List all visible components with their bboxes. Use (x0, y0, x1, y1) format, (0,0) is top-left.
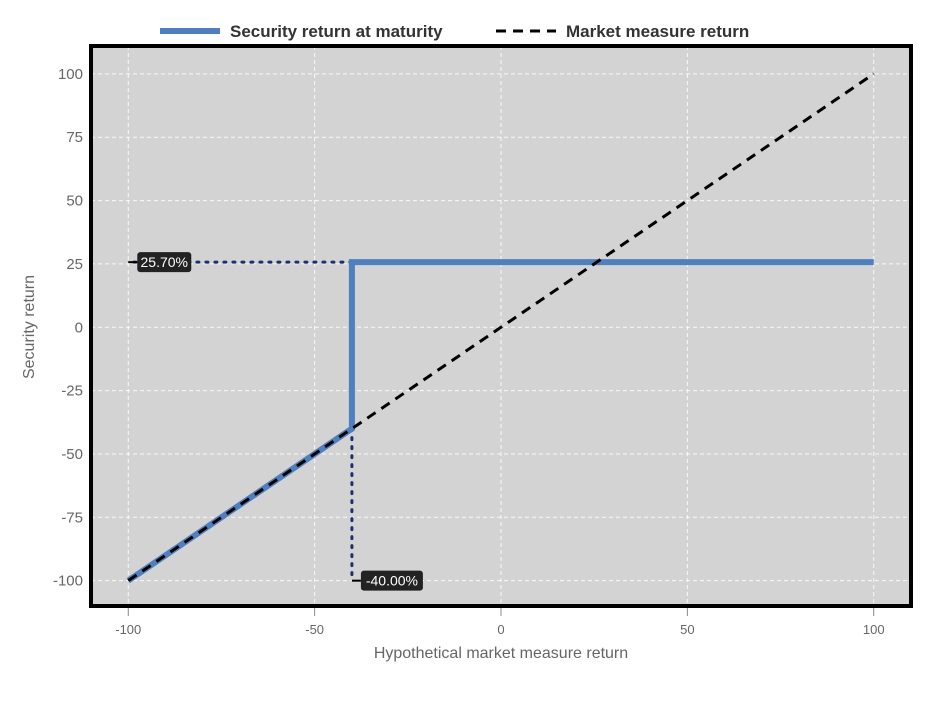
y-tick-label: -25 (61, 383, 83, 400)
x-tick-label: 0 (497, 622, 504, 637)
y-axis-title: Security return (21, 275, 38, 379)
x-tick-label: -50 (305, 622, 324, 637)
annotation-box (137, 252, 192, 273)
legend: Security return at maturity Market measu… (160, 22, 749, 41)
y-tick-label: 0 (75, 319, 83, 336)
grid (91, 46, 911, 606)
legend-item-market-return[interactable]: Market measure return (496, 22, 749, 41)
guide-lines (126, 260, 354, 583)
y-tick-label: 25 (66, 256, 83, 273)
y-tick-label: 100 (58, 66, 83, 83)
annotation-text: 25.70% (141, 254, 188, 270)
y-axis-ticks: 100 75 50 25 0 -25 -50 -75 -100 (53, 66, 83, 590)
annotation-text: -40.00% (366, 573, 418, 589)
annotation-label: 25.70% (128, 252, 192, 273)
annotation-label: -40.00% (351, 570, 423, 591)
x-axis-ticks: -100 -50 0 50 100 (115, 608, 885, 637)
x-tick-label: 100 (863, 622, 885, 637)
y-tick-label: -75 (61, 509, 83, 526)
legend-label-security-return: Security return at maturity (230, 22, 443, 41)
x-tick-label: 50 (680, 622, 694, 637)
legend-label-market-return: Market measure return (566, 22, 749, 41)
y-tick-label: -100 (53, 573, 83, 590)
series-line-market-return (127, 72, 875, 582)
y-tick-label: -50 (61, 446, 83, 463)
y-tick-label: 50 (66, 193, 83, 210)
series-line-security-return (126, 259, 874, 584)
x-tick-label: -100 (115, 622, 141, 637)
x-axis-title: Hypothetical market measure return (374, 645, 628, 662)
y-tick-label: 75 (66, 129, 83, 146)
legend-item-security-return[interactable]: Security return at maturity (160, 22, 443, 41)
annotations: 25.70% -40.00% (128, 252, 423, 591)
plot-border (89, 44, 913, 608)
series-lines (126, 72, 875, 584)
annotation-box (360, 570, 423, 591)
